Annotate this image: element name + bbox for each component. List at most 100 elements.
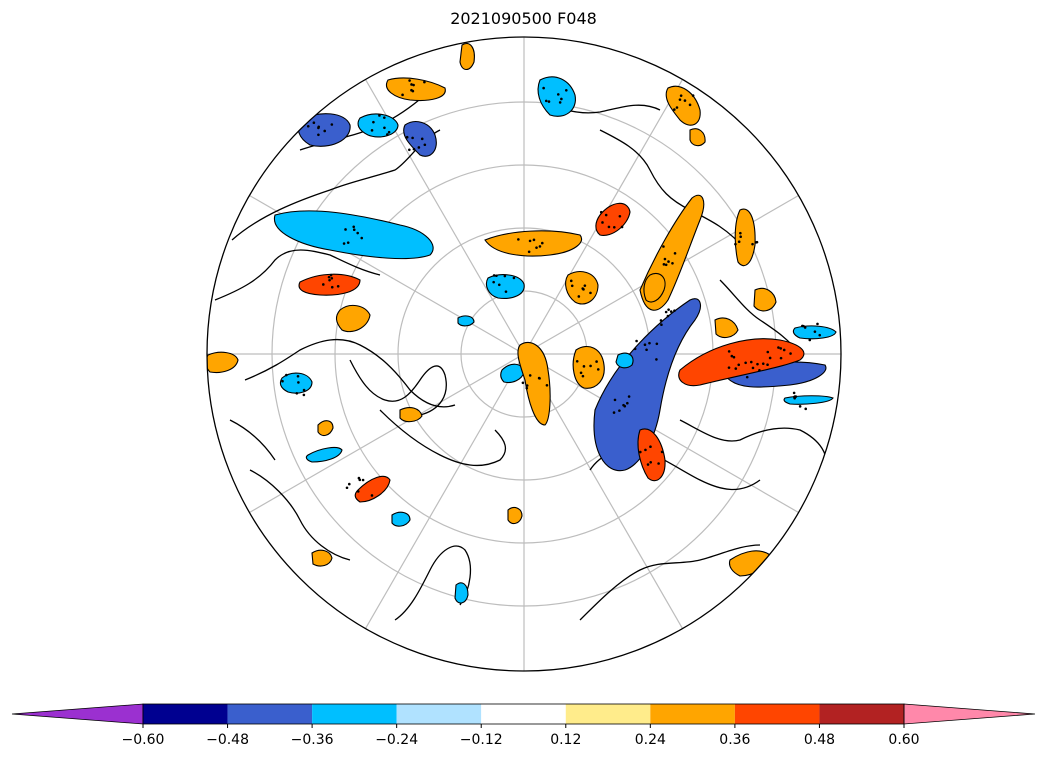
stipple-dot [732,355,736,359]
stipple-dot [808,338,812,342]
stipple-dot [798,405,802,408]
stipple-dot [323,129,327,133]
stipple-dot [604,213,608,217]
stipple-dot [312,121,316,125]
anomaly-negative-medium [593,298,701,472]
stipple-dot [281,379,284,383]
colorbar-segment [650,704,735,724]
stipple-dot [639,450,642,454]
colorbar-segment [565,704,651,724]
stipple-dot [423,143,427,147]
stipple-dot [660,323,663,327]
stipple-dot [370,129,374,132]
stipple-dot [655,342,659,346]
anomaly-negative-light [274,210,434,260]
stipple-dot [570,284,574,288]
stipple-dot [582,365,586,368]
stipple-dot [782,348,786,352]
colorbar-under-extension [11,703,144,725]
stipple-dot [618,409,621,412]
colorbar-tick-label: 0.24 [635,732,666,748]
stipple-dot [673,108,676,111]
stipple-dot [779,347,783,350]
stipple-dot [346,241,350,244]
stipple-dot [405,135,409,139]
stipple-dot [296,374,300,378]
stipple-dot [596,368,600,371]
stipple-dot [383,116,386,119]
stipple-dot [336,284,340,288]
stipple-dot [330,285,334,289]
stipple-dot [649,460,652,464]
polar-map [206,36,842,672]
colorbar-segment [819,704,904,724]
stipple-dot [793,396,796,400]
stipple-dot [607,225,611,229]
stipple-dot [620,225,624,229]
stipple-dot [408,148,411,152]
stipple-dot [739,231,742,235]
colorbar-tick-label: −0.48 [206,732,249,748]
stipple-dot [766,363,769,367]
colorbar-tick-label: −0.24 [375,732,418,748]
stipple-dot [295,391,299,395]
stipple-dot [317,133,320,137]
stipple-dot [691,94,695,97]
stipple-dot [595,360,598,363]
stipple-dot [664,310,668,314]
stipple-dot [370,494,374,497]
stipple-dot [328,278,331,282]
stipple-dot [420,137,424,141]
stipple-dot [556,93,560,96]
stipple-dot [412,83,415,87]
stipple-dot [751,242,754,246]
stipple-dot [547,100,551,103]
stipple-dot [356,231,359,235]
stipple-dot [644,448,647,452]
stipple-dot [633,347,637,351]
stipple-dot [504,290,508,293]
stipple-dot [569,279,573,283]
stipple-dot [401,93,404,97]
stipple-dot [683,99,687,102]
colorbar-segment [481,704,566,724]
stipple-dot [408,79,411,82]
stipple-dot [535,246,538,249]
stipple-dot [327,275,331,279]
stipple-dot [804,407,808,411]
stipple-dot [317,125,321,129]
stipple-dot [521,381,525,385]
stipple-dot [669,310,673,313]
colorbar: −0.60 −0.48 −0.36 −0.24 −0.12 0.12 0.24 0.36 0.4… [11,703,1036,748]
stipple-dot [768,356,772,360]
stipple-dot [663,257,667,261]
map-frame [206,36,842,672]
stipple-dot [671,261,674,265]
stipple-dot [410,83,413,86]
stipple-dot [673,309,676,312]
stipple-dot [356,490,360,493]
stipple-dot [342,242,346,245]
stipple-dot [302,393,306,397]
colorbar-segment [734,704,820,724]
stipple-dot [565,88,568,92]
stipple-dot [727,366,731,369]
stipple-dot [423,80,426,84]
stipple-dot [755,240,759,244]
stipple-dot [386,133,389,136]
stipple-dot [727,350,731,353]
colorbar-segment [227,704,313,724]
anomaly-positive-strong [678,338,805,387]
stipple-dot [306,124,310,128]
stipple-dot [517,238,520,241]
stipple-dot [816,322,819,326]
stipple-dot [599,210,603,214]
stipple-dot [542,86,545,90]
stipple-dot [657,462,660,465]
stipple-dot [664,263,668,267]
stipple-dot [734,242,737,246]
stipple-dot [360,236,364,240]
colorbar-frame [142,703,905,725]
stipple-dot [818,333,822,337]
stipple-dot [673,252,677,255]
